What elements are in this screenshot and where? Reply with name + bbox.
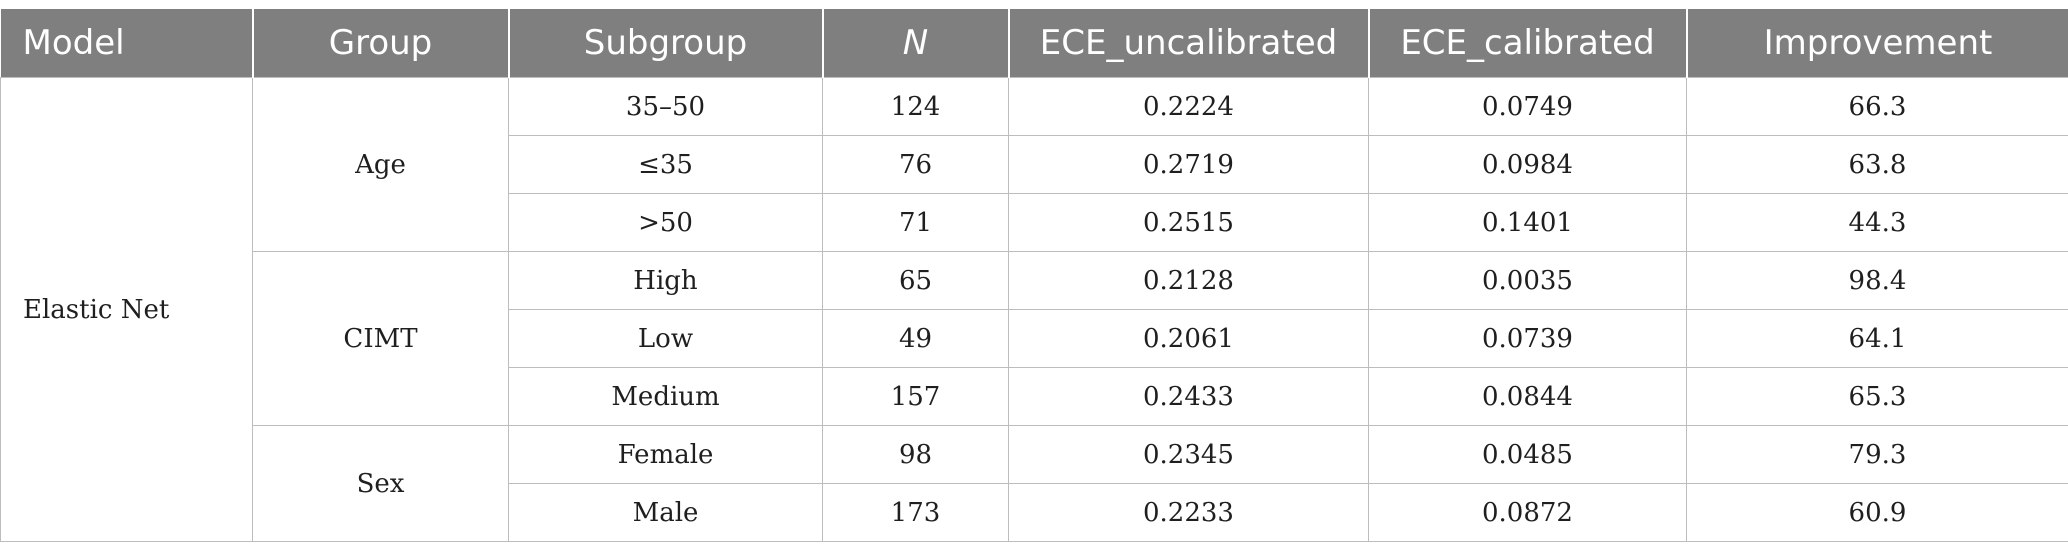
subgroup-cell: Low — [508, 309, 823, 368]
header-improvement: Improvement — [1685, 9, 2068, 78]
n-cell: 173 — [822, 483, 1009, 542]
subgroup-cell: Male — [508, 483, 823, 542]
ece-calibrated-cell: 0.0485 — [1368, 425, 1687, 484]
improvement-cell: 44.3 — [1686, 193, 2068, 252]
ece-calibrated-cell: 0.0739 — [1368, 309, 1687, 368]
header-model: Model — [0, 9, 253, 78]
subgroup-cell: >50 — [508, 193, 823, 252]
group-cell-sex: Sex — [252, 425, 509, 542]
table-row: Low 49 0.2061 0.0739 64.1 — [1, 309, 2068, 368]
calibration-table: Model Group Subgroup N ECE_uncalibrated … — [0, 9, 2068, 542]
improvement-cell: 64.1 — [1686, 309, 2068, 368]
header-ece-calibrated: ECE_calibrated — [1367, 9, 1687, 78]
n-cell: 124 — [822, 77, 1009, 136]
group-cell-cimt: CIMT — [252, 251, 509, 426]
ece-uncalibrated-cell: 0.2061 — [1008, 309, 1369, 368]
ece-uncalibrated-cell: 0.2719 — [1008, 135, 1369, 194]
table-row: Male 173 0.2233 0.0872 60.9 — [1, 483, 2068, 542]
header-ece-uncalibrated: ECE_uncalibrated — [1007, 9, 1369, 78]
model-cell: Elastic Net — [0, 77, 253, 542]
group-cell-age: Age — [252, 77, 509, 252]
ece-calibrated-cell: 0.0844 — [1368, 367, 1687, 426]
subgroup-cell: High — [508, 251, 823, 310]
ece-calibrated-cell: 0.0035 — [1368, 251, 1687, 310]
table-row: Elastic Net Age 35–50 124 0.2224 0.0749 … — [0, 77, 2068, 542]
subgroup-cell: 35–50 — [508, 77, 823, 136]
ece-uncalibrated-cell: 0.2128 — [1008, 251, 1369, 310]
table-row: Medium 157 0.2433 0.0844 65.3 — [1, 367, 2068, 426]
improvement-cell: 79.3 — [1686, 425, 2068, 484]
improvement-cell: 98.4 — [1686, 251, 2068, 310]
subgroup-cell: ≤35 — [508, 135, 823, 194]
ece-uncalibrated-cell: 0.2345 — [1008, 425, 1369, 484]
table-row: CIMT High 65 0.2128 0.0035 98.4 — [1, 251, 2068, 426]
ece-calibrated-cell: 0.0872 — [1368, 483, 1687, 542]
ece-calibrated-cell: 0.0984 — [1368, 135, 1687, 194]
n-cell: 76 — [822, 135, 1009, 194]
ece-calibrated-cell: 0.1401 — [1368, 193, 1687, 252]
ece-uncalibrated-cell: 0.2515 — [1008, 193, 1369, 252]
n-cell: 49 — [822, 309, 1009, 368]
improvement-cell: 60.9 — [1686, 483, 2068, 542]
header-subgroup: Subgroup — [507, 9, 823, 78]
improvement-cell: 65.3 — [1686, 367, 2068, 426]
n-cell: 98 — [822, 425, 1009, 484]
n-cell: 157 — [822, 367, 1009, 426]
header-n: N — [821, 9, 1009, 78]
table-row: Sex Female 98 0.2345 0.0485 79.3 — [1, 425, 2068, 542]
header-row: Model Group Subgroup N ECE_uncalibrated … — [0, 9, 2068, 78]
ece-calibrated-cell: 0.0749 — [1368, 77, 1687, 136]
header-n-label: N — [902, 23, 929, 63]
improvement-cell: 63.8 — [1686, 135, 2068, 194]
ece-uncalibrated-cell: 0.2233 — [1008, 483, 1369, 542]
ece-uncalibrated-cell: 0.2224 — [1008, 77, 1369, 136]
subgroup-cell: Medium — [508, 367, 823, 426]
table-row: >50 71 0.2515 0.1401 44.3 — [1, 193, 2068, 252]
ece-uncalibrated-cell: 0.2433 — [1008, 367, 1369, 426]
subgroup-cell: Female — [508, 425, 823, 484]
improvement-cell: 66.3 — [1686, 77, 2068, 136]
header-group: Group — [251, 9, 509, 78]
n-cell: 71 — [822, 193, 1009, 252]
n-cell: 65 — [822, 251, 1009, 310]
